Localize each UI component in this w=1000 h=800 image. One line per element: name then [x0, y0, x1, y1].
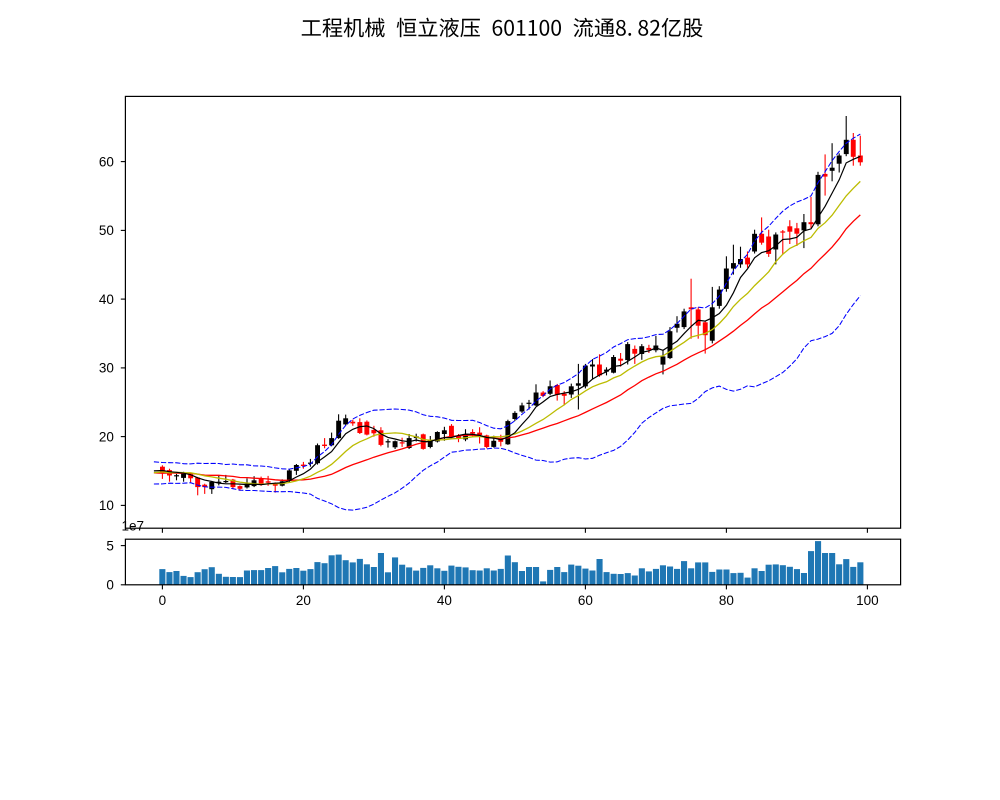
svg-text:0: 0	[106, 578, 114, 593]
svg-text:50: 50	[99, 223, 114, 238]
svg-text:30: 30	[99, 361, 114, 376]
svg-text:20: 20	[99, 429, 114, 444]
svg-text:40: 40	[99, 292, 114, 307]
svg-text:60: 60	[578, 593, 593, 608]
svg-text:1e7: 1e7	[122, 519, 145, 534]
svg-text:100: 100	[856, 593, 879, 608]
svg-text:10: 10	[99, 498, 114, 513]
svg-text:20: 20	[296, 593, 311, 608]
svg-text:80: 80	[719, 593, 734, 608]
svg-text:40: 40	[437, 593, 452, 608]
svg-text:5: 5	[106, 538, 114, 553]
svg-text:0: 0	[159, 593, 167, 608]
svg-text:60: 60	[99, 154, 114, 169]
